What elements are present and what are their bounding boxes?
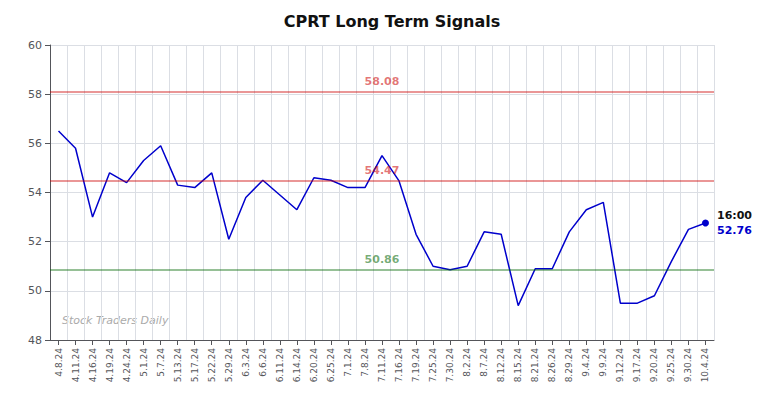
- svg-text:7.19.24: 7.19.24: [411, 348, 421, 383]
- svg-text:8.2.24: 8.2.24: [462, 348, 472, 377]
- svg-text:58: 58: [28, 88, 42, 101]
- svg-text:CPRT Long Term Signals: CPRT Long Term Signals: [284, 12, 501, 31]
- svg-text:6.3.24: 6.3.24: [241, 348, 251, 377]
- svg-text:5.13.24: 5.13.24: [173, 348, 183, 383]
- svg-text:8.29.24: 8.29.24: [564, 348, 574, 383]
- svg-text:8.26.24: 8.26.24: [547, 348, 557, 383]
- svg-text:50: 50: [28, 284, 42, 297]
- svg-text:9.25.24: 9.25.24: [666, 348, 676, 383]
- svg-text:48: 48: [28, 334, 42, 347]
- svg-text:7.8.24: 7.8.24: [360, 348, 370, 377]
- svg-text:9.4.24: 9.4.24: [581, 348, 591, 377]
- svg-text:4.24.24: 4.24.24: [122, 348, 132, 383]
- svg-text:60: 60: [28, 39, 42, 52]
- svg-text:5.7.24: 5.7.24: [156, 348, 166, 377]
- svg-text:6.6.24: 6.6.24: [258, 348, 268, 377]
- svg-text:8.12.24: 8.12.24: [496, 348, 506, 383]
- svg-text:6.14.24: 6.14.24: [292, 348, 302, 383]
- svg-text:7.30.24: 7.30.24: [445, 348, 455, 383]
- svg-text:9.30.24: 9.30.24: [683, 348, 693, 383]
- svg-text:50.86: 50.86: [365, 253, 400, 266]
- svg-text:4.8.24: 4.8.24: [54, 348, 64, 377]
- svg-text:9.12.24: 9.12.24: [615, 348, 625, 383]
- svg-text:5.17.24: 5.17.24: [190, 348, 200, 383]
- svg-text:52: 52: [28, 235, 42, 248]
- svg-text:9.17.24: 9.17.24: [632, 348, 642, 383]
- svg-text:5.1.24: 5.1.24: [139, 348, 149, 377]
- svg-text:4.11.24: 4.11.24: [71, 348, 81, 383]
- svg-text:7.16.24: 7.16.24: [394, 348, 404, 383]
- svg-text:6.20.24: 6.20.24: [309, 348, 319, 383]
- svg-text:6.25.24: 6.25.24: [326, 348, 336, 383]
- svg-text:8.15.24: 8.15.24: [513, 348, 523, 383]
- svg-text:54.47: 54.47: [365, 164, 400, 177]
- svg-text:7.1.24: 7.1.24: [343, 348, 353, 377]
- svg-text:Stock Traders Daily: Stock Traders Daily: [62, 314, 169, 327]
- svg-text:16:00: 16:00: [717, 209, 752, 222]
- svg-text:8.21.24: 8.21.24: [530, 348, 540, 383]
- svg-text:52.76: 52.76: [717, 224, 752, 237]
- svg-text:4.16.24: 4.16.24: [88, 348, 98, 383]
- svg-text:4.19.24: 4.19.24: [105, 348, 115, 383]
- svg-text:10.4.24: 10.4.24: [700, 348, 710, 383]
- svg-text:9.20.24: 9.20.24: [649, 348, 659, 383]
- svg-text:7.11.24: 7.11.24: [377, 348, 387, 383]
- svg-text:6.11.24: 6.11.24: [275, 348, 285, 383]
- svg-text:9.9.24: 9.9.24: [598, 348, 608, 377]
- svg-text:8.7.24: 8.7.24: [479, 348, 489, 377]
- svg-text:54: 54: [28, 186, 42, 199]
- svg-text:56: 56: [28, 137, 42, 150]
- svg-text:5.22.24: 5.22.24: [207, 348, 217, 383]
- svg-text:58.08: 58.08: [365, 75, 400, 88]
- svg-text:7.25.24: 7.25.24: [428, 348, 438, 383]
- svg-text:5.29.24: 5.29.24: [224, 348, 234, 383]
